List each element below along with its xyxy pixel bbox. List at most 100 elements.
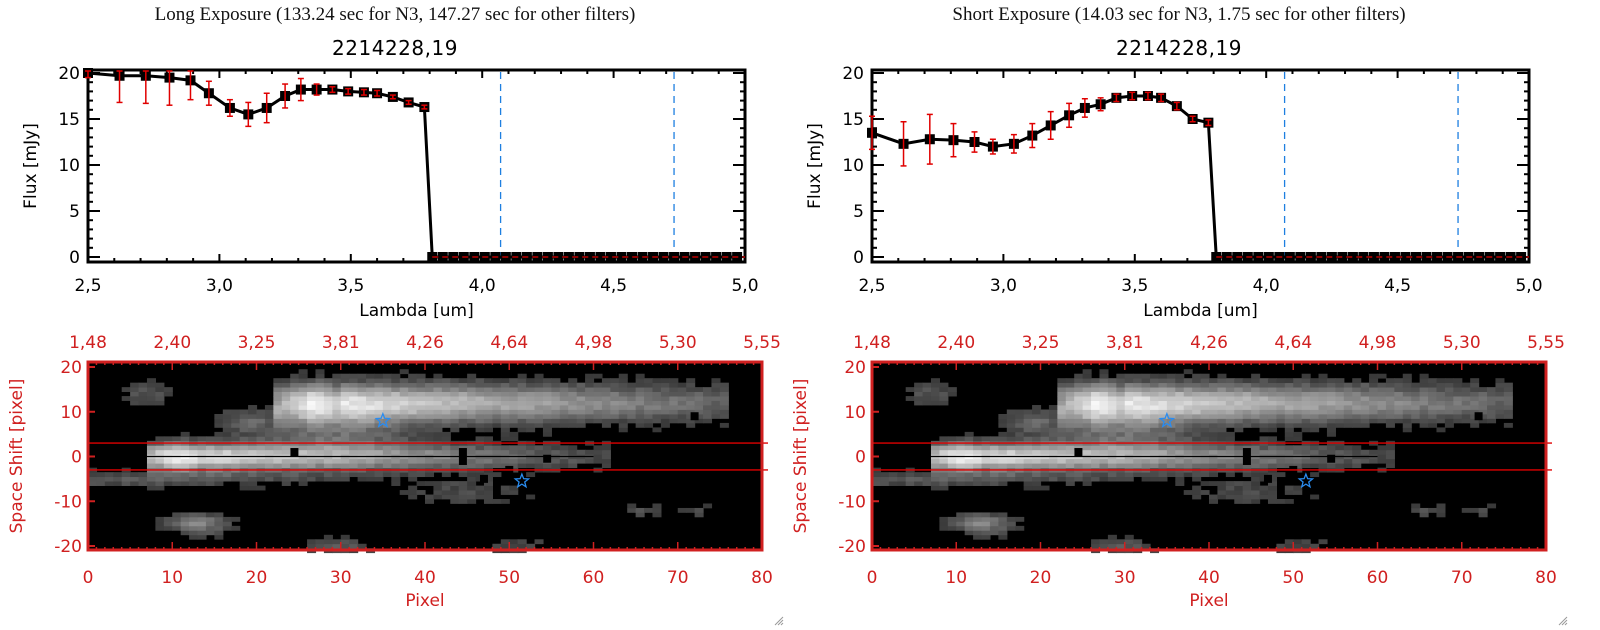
image-pixel: [1141, 458, 1151, 464]
image-pixel: [366, 400, 376, 406]
image-pixel: [450, 494, 460, 500]
image-pixel: [526, 405, 536, 410]
resize-grip-icon[interactable]: [772, 614, 784, 626]
image-pixel: [441, 485, 451, 491]
image-pixel: [509, 409, 519, 415]
image-pixel: [214, 431, 224, 437]
image-pixel: [1065, 422, 1075, 428]
image-pixel: [1318, 405, 1328, 410]
image-pixel: [273, 396, 283, 401]
image-pixel: [930, 476, 940, 482]
image-pixel: [1369, 405, 1379, 410]
image-pixel: [214, 476, 224, 482]
image-pixel: [1419, 422, 1429, 428]
image-pixel: [1048, 436, 1058, 442]
image-pixel: [1234, 400, 1244, 406]
image-pixel: [307, 436, 317, 442]
image-pixel: [1150, 463, 1160, 469]
image-pixel: [1394, 409, 1404, 415]
image-pixel: [290, 463, 300, 469]
image-pixel: [711, 382, 721, 388]
image-pixel: [1267, 396, 1277, 401]
image-pixel: [1402, 418, 1412, 424]
image-pixel: [930, 463, 940, 469]
image-pixel: [467, 378, 477, 384]
image-pixel: [585, 413, 595, 419]
image-pixel: [1124, 431, 1134, 437]
image-top-tick-label: 3,81: [1106, 333, 1144, 353]
image-pixel: [618, 373, 628, 379]
image-pixel: [905, 396, 915, 401]
image-pixel: [652, 400, 662, 406]
image-pixel: [155, 445, 165, 451]
image-pixel: [155, 382, 165, 388]
image-pixel: [1133, 458, 1143, 464]
image-pixel: [930, 485, 940, 491]
image-pixel: [1192, 382, 1202, 388]
image-pixel: [1006, 521, 1016, 527]
image-pixel: [256, 472, 266, 478]
image-pixel: [1276, 418, 1286, 424]
image-pixel: [964, 521, 974, 527]
image-pixel: [1150, 472, 1160, 478]
image-pixel: [1377, 413, 1387, 419]
image-pixel: [1133, 445, 1143, 451]
image-pixel: [1175, 382, 1185, 388]
image-pixel: [1192, 431, 1202, 437]
image-pixel: [998, 458, 1008, 464]
image-pixel: [1183, 449, 1193, 455]
image-pixel: [441, 405, 451, 410]
image-pixel: [1343, 445, 1353, 451]
image-pixel: [998, 436, 1008, 442]
image-pixel: [1242, 490, 1252, 495]
image-pixel: [500, 463, 510, 469]
image-pixel: [433, 436, 443, 442]
image-pixel: [652, 391, 662, 397]
image-pixel: [1091, 378, 1101, 384]
image-pixel: [568, 396, 578, 401]
image-pixel: [1377, 418, 1387, 424]
image-pixel: [121, 481, 131, 486]
image-pixel: [1158, 378, 1168, 384]
image-pixel: [1318, 463, 1328, 469]
image-pixel: [408, 413, 418, 419]
image-pixel: [1267, 436, 1277, 442]
image-pixel: [1369, 387, 1379, 392]
image-y-tick-label: 10: [844, 403, 866, 423]
image-pixel: [1107, 543, 1117, 549]
image-pixel: [231, 436, 241, 442]
image-pixel: [1209, 463, 1219, 469]
image-pixel: [1419, 382, 1429, 388]
image-pixel: [1360, 405, 1370, 410]
resize-grip-icon[interactable]: [1556, 614, 1568, 626]
bad-pixel: [543, 454, 552, 463]
image-pixel: [1225, 463, 1235, 469]
image-pixel: [475, 378, 485, 384]
image-pixel: [163, 391, 173, 397]
image-pixel: [1183, 463, 1193, 469]
image-pixel: [172, 481, 182, 486]
image-pixel: [332, 445, 342, 451]
image-pixel: [509, 463, 519, 469]
image-pixel: [340, 382, 350, 388]
image-pixel: [1436, 382, 1446, 388]
image-pixel: [669, 387, 679, 392]
image-pixel: [1124, 382, 1134, 388]
image-pixel: [922, 476, 932, 482]
image-pixel: [307, 396, 317, 401]
image-pixel: [1006, 409, 1016, 415]
image-top-tick-label: 1,48: [69, 333, 107, 353]
image-pixel: [298, 373, 308, 379]
image-pixel: [315, 449, 325, 455]
image-pixel: [1461, 400, 1471, 406]
image-pixel: [989, 472, 999, 478]
image-pixel: [1461, 418, 1471, 424]
image-pixel: [1209, 405, 1219, 410]
image-pixel: [483, 378, 493, 384]
image-pixel: [1183, 436, 1193, 442]
image-pixel: [391, 436, 401, 442]
image-pixel: [1040, 436, 1050, 442]
image-pixel: [601, 378, 611, 384]
image-pixel: [1436, 512, 1446, 518]
image-pixel: [1267, 485, 1277, 491]
